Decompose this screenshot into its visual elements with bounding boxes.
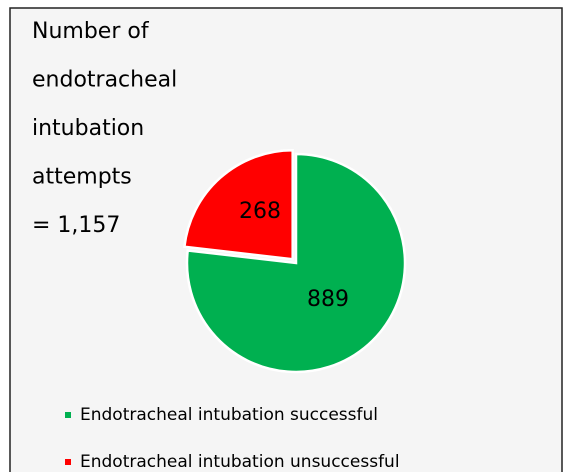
legend-label: Endotracheal intubation successful — [80, 405, 378, 425]
legend-swatch — [65, 412, 71, 418]
chart-title-line: Number of — [32, 19, 150, 44]
chart-title-line: = 1,157 — [32, 213, 120, 238]
pie-slice — [185, 152, 407, 374]
chart-title-line: intubation — [32, 116, 144, 141]
chart-title-line: endotracheal — [32, 68, 177, 93]
legend-swatch — [65, 459, 71, 465]
data-label: 889 — [307, 287, 349, 312]
pie-slice — [183, 149, 294, 261]
chart-title-line: attempts — [32, 165, 132, 190]
legend-label: Endotracheal intubation unsuccessful — [80, 452, 400, 472]
data-label: 268 — [239, 199, 281, 224]
